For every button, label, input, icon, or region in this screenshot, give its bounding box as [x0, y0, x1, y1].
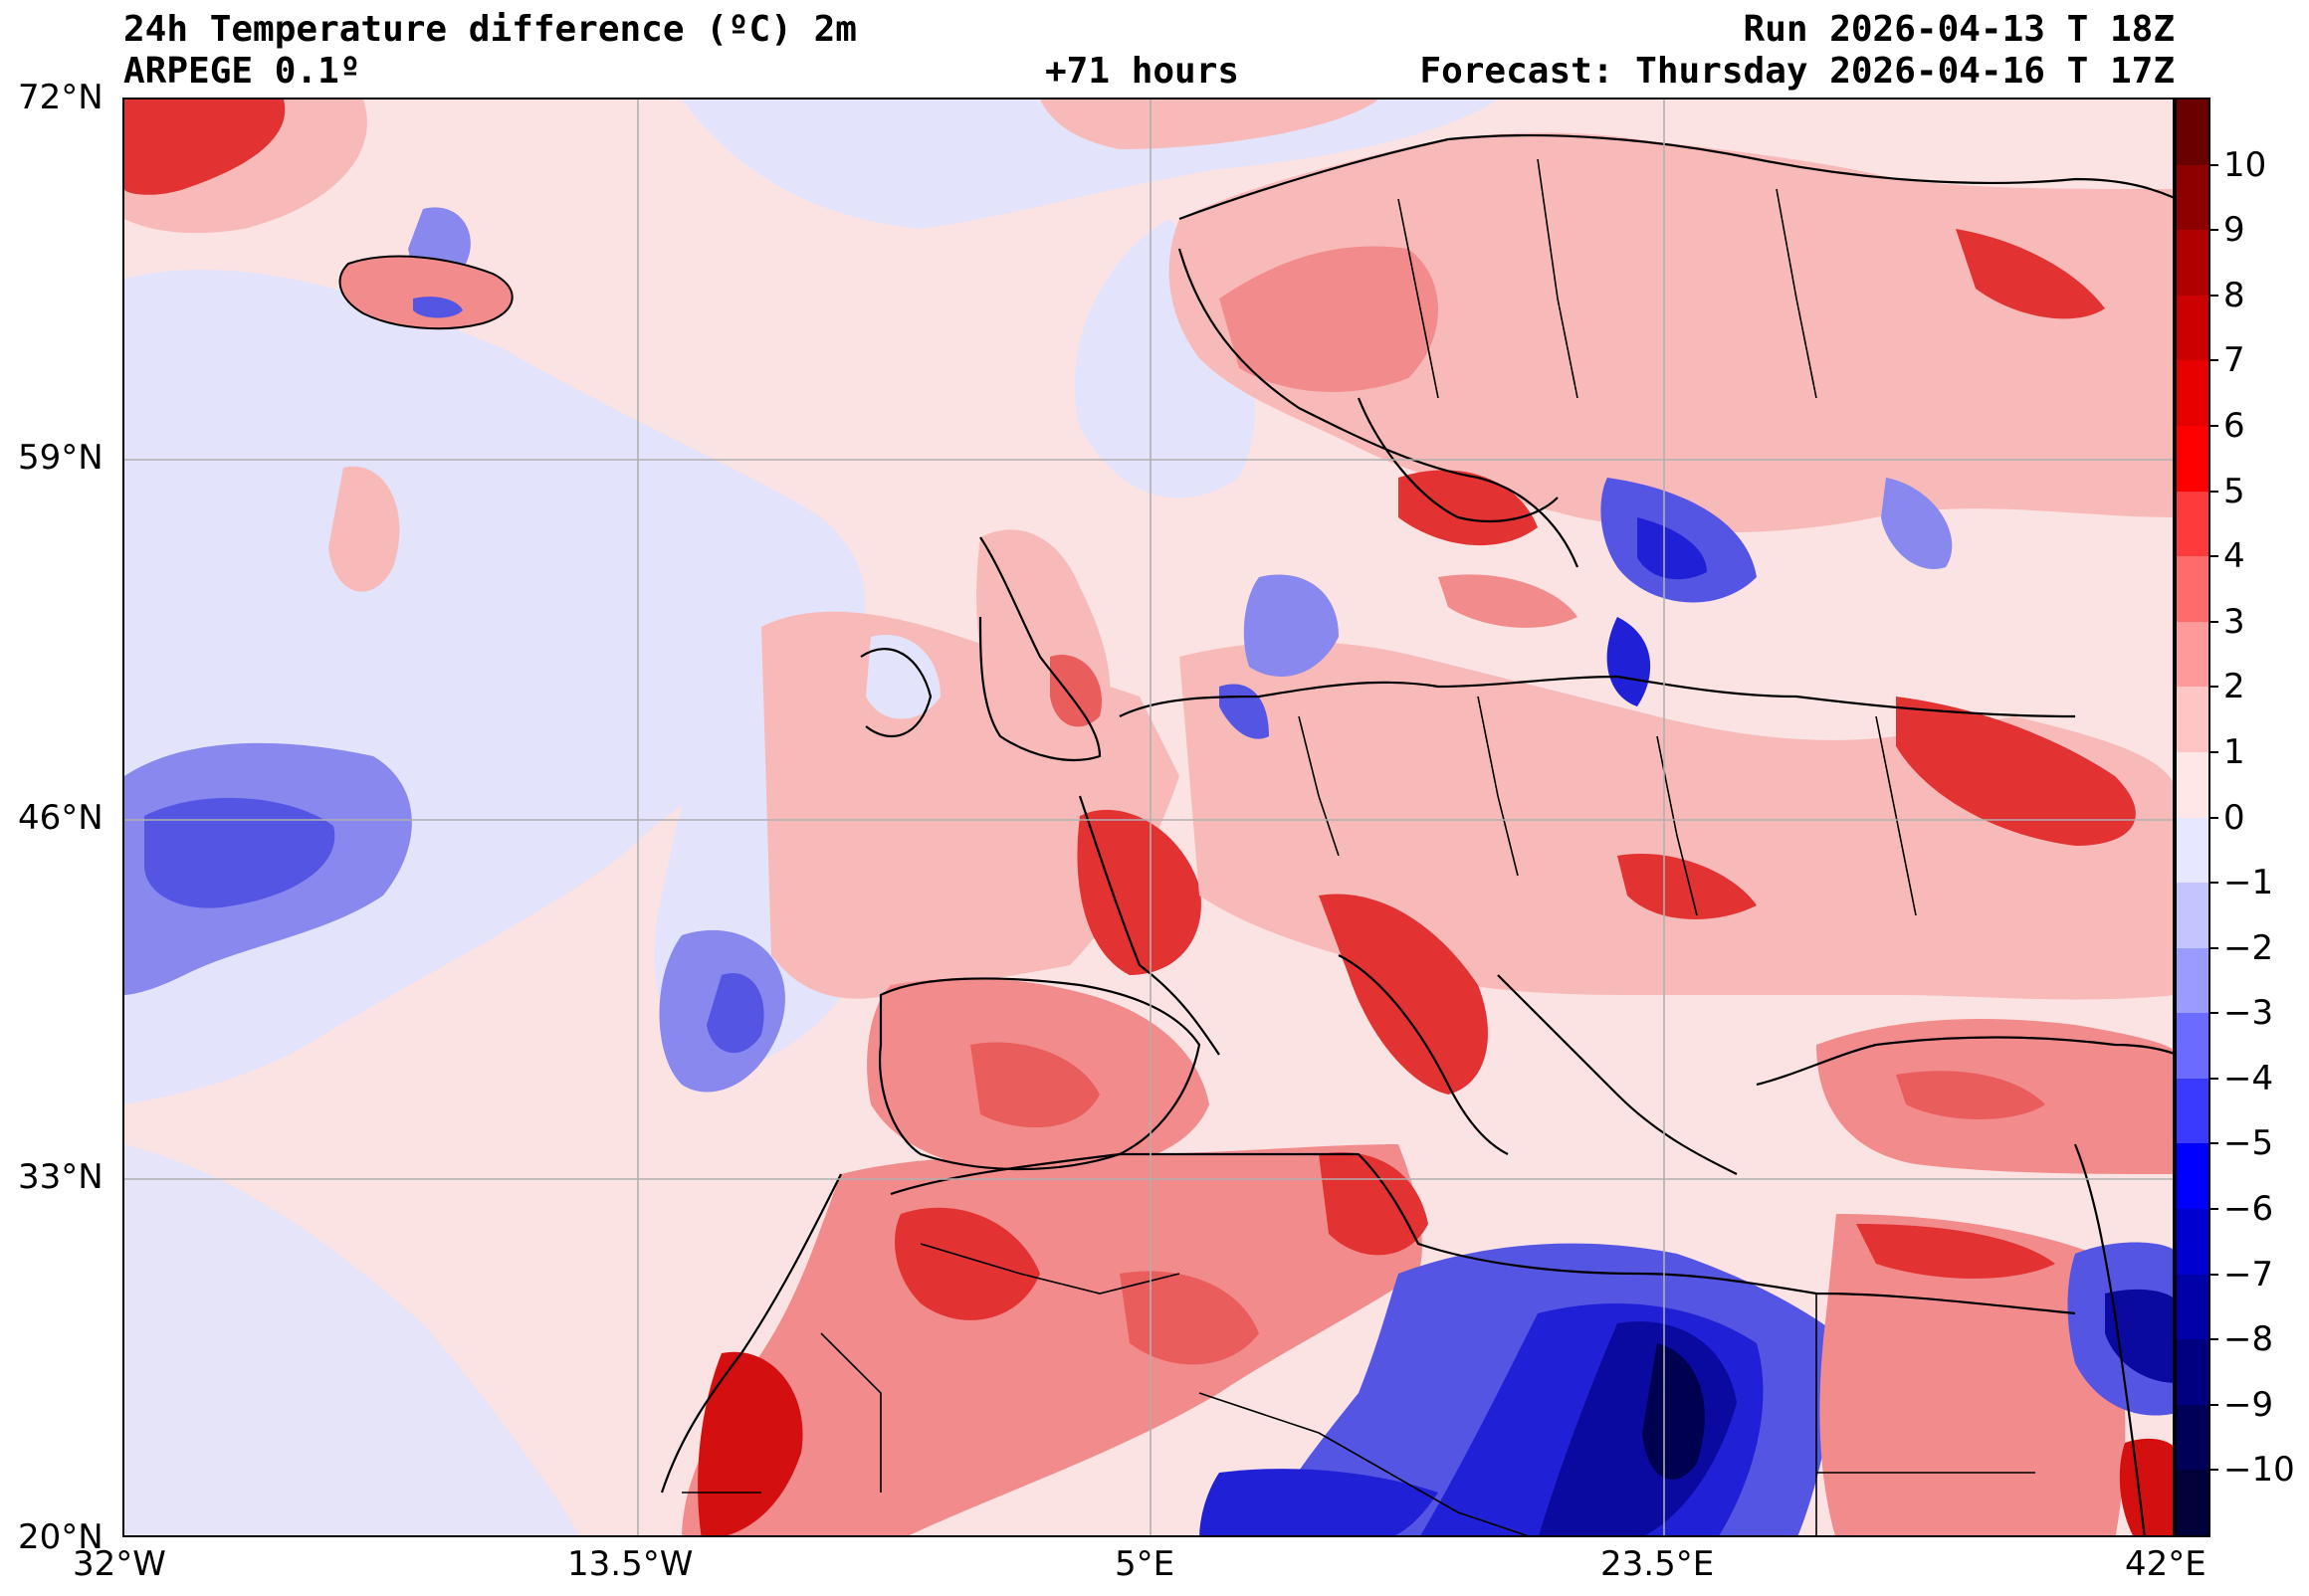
colorbar-band: [2177, 1013, 2208, 1080]
colorbar-band: [2177, 1274, 2208, 1341]
uk: [866, 529, 1111, 747]
colorbar-tick: [2210, 1142, 2218, 1145]
colorbar-tick: [2210, 620, 2218, 623]
colorbar-band: [2177, 230, 2208, 297]
colorbar-tick: [2210, 555, 2218, 558]
colorbar-tick-label: 6: [2223, 405, 2245, 446]
country-borders: [682, 158, 2035, 1535]
colorbar-band: [2177, 1470, 2208, 1535]
colorbar-tick-label: 1: [2223, 731, 2245, 772]
map-panel: [122, 98, 2175, 1537]
colorbar-tick-label: −9: [2223, 1384, 2274, 1425]
colorbar-tick-label: 4: [2223, 536, 2245, 577]
colorbar-tick-label: −8: [2223, 1319, 2274, 1360]
colorbar-band: [2177, 751, 2208, 819]
colorbar-tick: [2210, 163, 2218, 166]
colorbar-band: [2177, 1209, 2208, 1276]
colorbar-band: [2177, 100, 2208, 166]
colorbar-band: [2177, 1404, 2208, 1472]
colorbar-tick: [2210, 1273, 2218, 1276]
iceland: [338, 255, 514, 330]
colorbar-tick-label: −7: [2223, 1254, 2274, 1295]
lat-label-59n: 59°N: [18, 438, 104, 478]
north-africa: [682, 1144, 2173, 1535]
lon-label-5e: 5°E: [1115, 1544, 1175, 1584]
turkey: [1816, 1019, 2173, 1174]
colorbar-tick: [2210, 1208, 2218, 1211]
colorbar-tick: [2210, 750, 2218, 753]
scandinavia: [1168, 132, 2173, 603]
colorbar-tick-label: −4: [2223, 1058, 2274, 1098]
colorbar-tick-label: −10: [2223, 1450, 2295, 1491]
lead-time: +71 hours: [1045, 51, 1240, 92]
lat-label-46n: 46°N: [18, 798, 104, 838]
colorbar-band: [2177, 1143, 2208, 1211]
colorbar-band: [2177, 883, 2208, 949]
temperature-map: [124, 100, 2173, 1535]
colorbar-tick: [2210, 1469, 2218, 1472]
lat-label-72n: 72°N: [18, 78, 104, 117]
colorbar-band: [2177, 425, 2208, 493]
colorbar-tick-label: 7: [2223, 340, 2245, 381]
colorbar-band: [2177, 817, 2208, 885]
colorbar-tick: [2210, 816, 2218, 819]
colorbar-band: [2177, 1078, 2208, 1145]
colorbar-tick: [2210, 686, 2218, 689]
gridlines: [124, 100, 2173, 1535]
colorbar-band: [2177, 164, 2208, 232]
colorbar-tick: [2210, 1012, 2218, 1015]
colorbar-tick: [2210, 294, 2218, 297]
colorbar-tick-label: −6: [2223, 1189, 2274, 1230]
chart-title: 24h Temperature difference (ºC) 2m: [123, 9, 857, 50]
colorbar: [2175, 98, 2210, 1537]
lat-label-20n: 20°N: [18, 1517, 104, 1557]
colorbar-tick: [2210, 1077, 2218, 1080]
lat-label-33n: 33°N: [18, 1157, 104, 1197]
colorbar-band: [2177, 621, 2208, 689]
forecast-time: Forecast: Thursday 2026-04-16 T 17Z: [1419, 51, 2175, 92]
coastlines: [660, 133, 2173, 1535]
colorbar-band: [2177, 360, 2208, 427]
lon-label-23-5e: 23.5°E: [1600, 1544, 1715, 1584]
colorbar-tick-label: 10: [2223, 144, 2267, 185]
colorbar-band: [2177, 687, 2208, 753]
colorbar-tick-label: −5: [2223, 1123, 2274, 1164]
colorbar-tick-label: 9: [2223, 210, 2245, 251]
colorbar-tick-label: 5: [2223, 471, 2245, 511]
lon-label-42e: 42°E: [2125, 1544, 2206, 1584]
colorbar-tick-label: −1: [2223, 863, 2274, 903]
model-name: ARPEGE 0.1º: [123, 51, 361, 92]
colorbar-tick-label: −2: [2223, 927, 2274, 968]
colorbar-tick: [2210, 1338, 2218, 1341]
colorbar-tick-label: −3: [2223, 993, 2274, 1034]
colorbar-band: [2177, 295, 2208, 362]
colorbar-tick: [2210, 882, 2218, 885]
colorbar-tick: [2210, 490, 2218, 493]
colorbar-tick: [2210, 359, 2218, 362]
colorbar-tick: [2210, 946, 2218, 949]
lon-label-13-5w: 13.5°W: [567, 1544, 694, 1584]
colorbar-band: [2177, 556, 2208, 623]
lon-label-32w: 32°W: [73, 1544, 166, 1584]
colorbar-band: [2177, 1339, 2208, 1406]
colorbar-tick-label: 3: [2223, 601, 2245, 642]
colorbar-band: [2177, 491, 2208, 558]
colorbar-tick-label: 0: [2223, 797, 2245, 838]
colorbar-tick-label: 8: [2223, 275, 2245, 315]
colorbar-tick: [2210, 229, 2218, 232]
colorbar-tick: [2210, 1403, 2218, 1406]
colorbar-tick: [2210, 424, 2218, 427]
run-time: Run 2026-04-13 T 18Z: [1743, 9, 2175, 50]
colorbar-tick-label: 2: [2223, 667, 2245, 707]
colorbar-band: [2177, 947, 2208, 1015]
